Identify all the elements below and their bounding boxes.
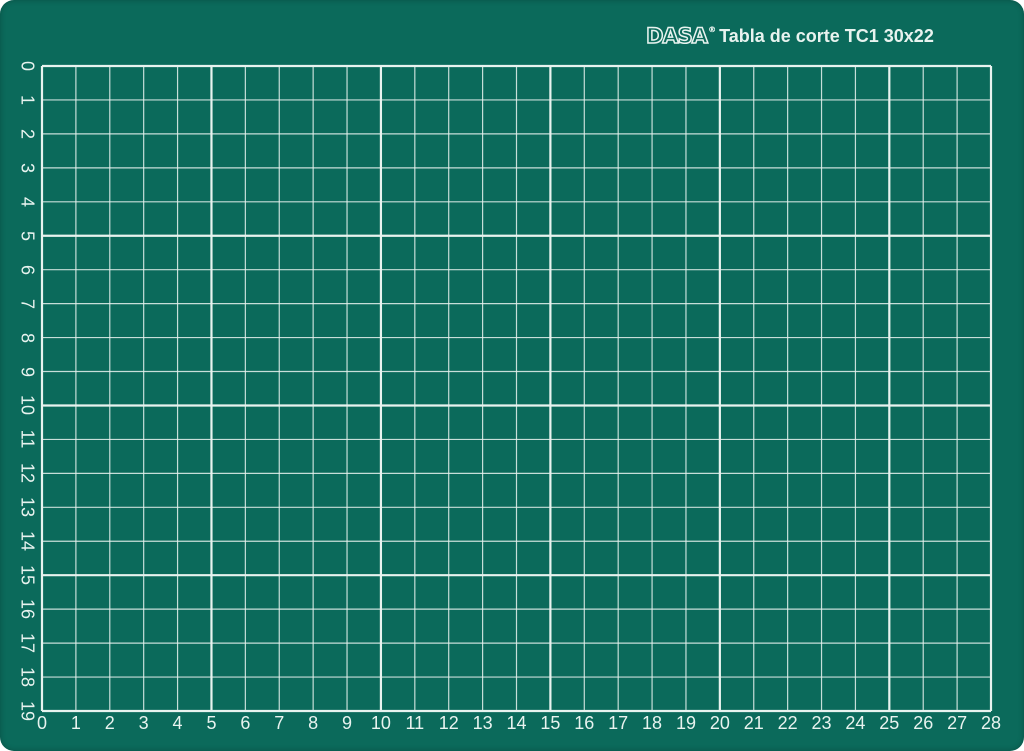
x-tick-label: 28	[980, 713, 1002, 733]
x-tick-label: 17	[608, 713, 629, 733]
y-tick-label: 13	[17, 497, 38, 518]
x-tick-label: 4	[172, 713, 183, 733]
x-tick-label: 13	[472, 713, 493, 733]
x-tick-label: 8	[308, 713, 319, 733]
x-tick-label: 2	[104, 713, 115, 733]
brand-logo: DASA ®	[645, 23, 716, 49]
x-tick-label: 20	[709, 713, 730, 733]
x-tick-label: 18	[642, 713, 663, 733]
y-tick-label: 2	[17, 128, 38, 139]
x-tick-label: 0	[36, 713, 48, 733]
y-tick-label: 12	[17, 463, 38, 484]
x-tick-label: 10	[370, 713, 391, 733]
y-tick-label: 0	[17, 60, 38, 72]
y-tick-label: 18	[17, 667, 38, 688]
x-tick-label: 22	[777, 713, 798, 733]
y-tick-label: 19	[17, 700, 38, 722]
x-tick-label: 1	[70, 713, 81, 733]
x-tick-label: 27	[947, 713, 968, 733]
x-tick-label: 24	[845, 713, 866, 733]
x-tick-label: 26	[913, 713, 934, 733]
logo-text: DASA	[645, 23, 709, 49]
x-tick-label: 7	[274, 713, 285, 733]
y-tick-label: 5	[17, 230, 38, 241]
y-tick-label: 11	[17, 430, 38, 449]
y-tick-label: 15	[17, 565, 38, 586]
x-tick-label: 12	[438, 713, 459, 733]
registered-mark: ®	[708, 25, 716, 34]
x-tick-label: 3	[138, 713, 149, 733]
x-tick-label: 19	[675, 713, 696, 733]
x-tick-label: 6	[240, 713, 251, 733]
y-tick-label: 10	[17, 395, 38, 416]
y-tick-label: 17	[17, 633, 38, 654]
y-tick-label: 6	[17, 264, 38, 275]
x-tick-label: 25	[879, 713, 900, 733]
mat-title: Tabla de corte TC1 30x22	[719, 25, 934, 46]
x-tick-label: 23	[811, 713, 832, 733]
y-tick-label: 1	[17, 94, 38, 105]
y-tick-label: 8	[17, 332, 38, 343]
x-tick-label: 14	[506, 713, 527, 733]
x-tick-label: 21	[743, 713, 764, 733]
x-tick-label: 5	[206, 713, 217, 733]
y-tick-label: 4	[17, 196, 38, 207]
x-tick-label: 11	[405, 713, 425, 733]
brand: DASA ® Tabla de corte TC1 30x22	[645, 23, 934, 49]
x-tick-label: 9	[342, 713, 353, 733]
y-tick-label: 3	[17, 162, 38, 173]
x-tick-label: 15	[540, 713, 561, 733]
y-tick-label: 9	[17, 366, 38, 377]
y-tick-label: 16	[17, 599, 38, 620]
y-tick-label: 14	[17, 531, 38, 552]
x-tick-label: 16	[574, 713, 595, 733]
y-tick-label: 7	[17, 298, 38, 309]
